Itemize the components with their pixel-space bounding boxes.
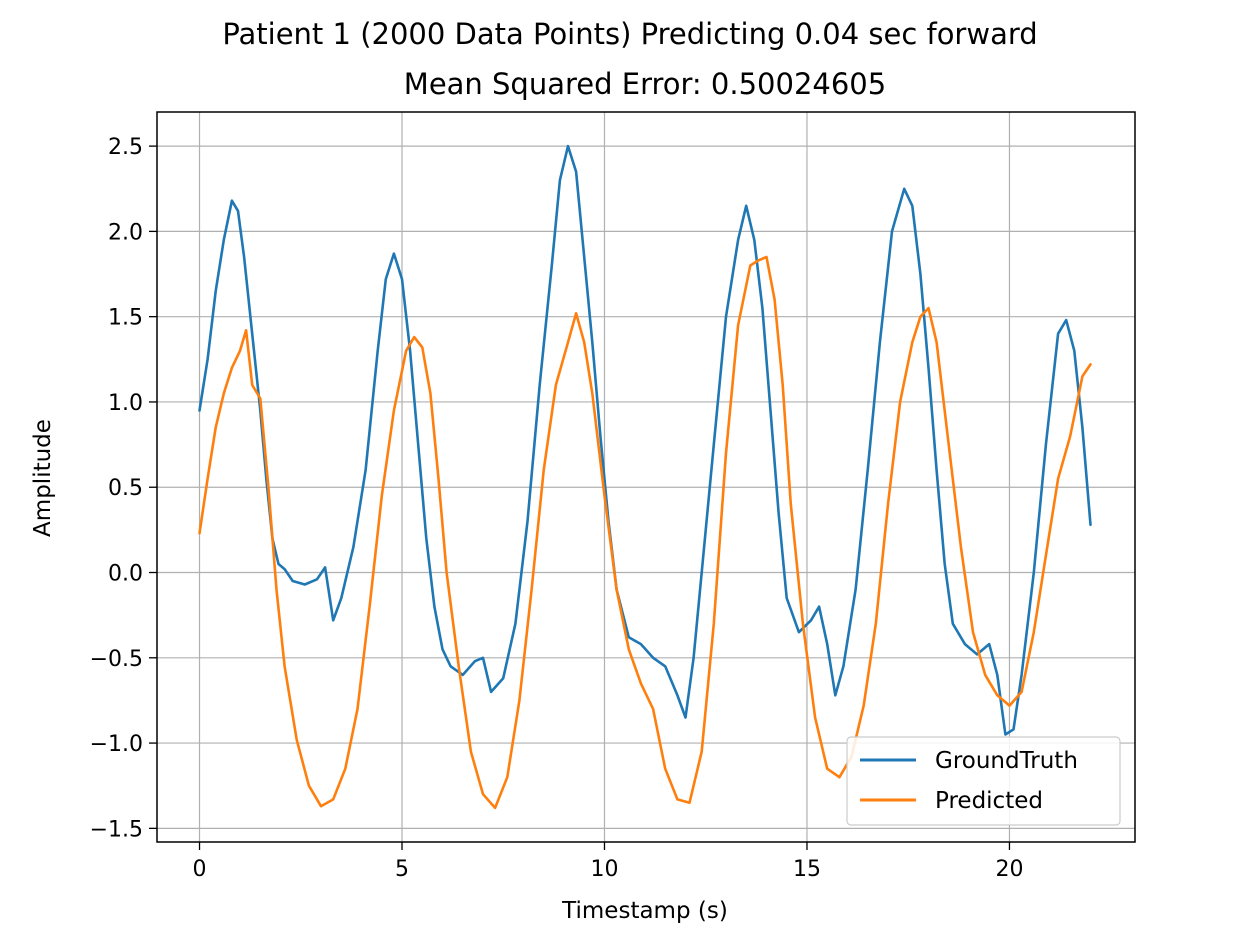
y-tick-label: 0.5 [108,476,143,501]
legend-label-predicted: Predicted [935,788,1043,814]
series-line-groundtruth [198,144,1092,736]
chart-title: Patient 1 (2000 Data Points) Predicting … [222,17,1037,51]
y-tick-label: 1.5 [108,306,143,331]
y-tick-label: −1.5 [90,817,143,842]
y-axis-ticks: −1.5 −1.0 −0.5 0.0 0.5 1.0 1.5 2.0 2.5 [90,135,157,842]
y-tick-label: 2.5 [108,135,143,160]
x-tick-label: 20 [995,857,1023,882]
x-axis-label: Timestamp (s) [561,898,728,924]
x-tick-label: 5 [395,857,409,882]
x-axis-ticks: 0 5 10 15 20 [193,842,1023,882]
chart-subtitle: Mean Squared Error: 0.50024605 [404,67,886,101]
legend: GroundTruth Predicted [846,736,1121,826]
x-tick-label: 0 [193,857,207,882]
y-axis-label: Amplitude [30,419,56,537]
plot-area-frame [156,111,1136,843]
x-tick-label: 10 [590,857,618,882]
series-line-predicted [198,255,1092,810]
grid-lines [157,112,1135,842]
y-tick-label: 1.0 [108,391,143,416]
series-lines [198,144,1092,810]
y-tick-label: −0.5 [90,647,143,672]
x-tick-label: 15 [793,857,821,882]
y-tick-label: 0.0 [108,562,143,587]
legend-label-groundtruth: GroundTruth [935,748,1078,774]
y-tick-label: 2.0 [108,220,143,245]
y-tick-label: −1.0 [90,732,143,757]
